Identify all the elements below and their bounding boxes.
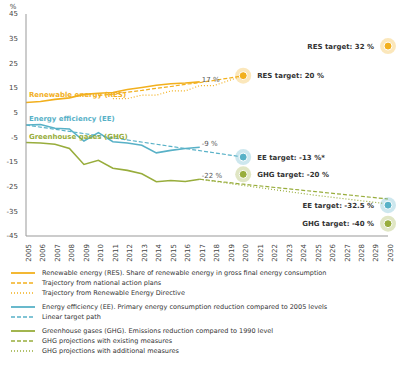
html-text:Trajectory from Renewable Ener: Trajectory from Renewable Energy Directi… [42, 289, 185, 297]
svg-text:2023: 2023 [286, 244, 294, 262]
svg-text:2012: 2012 [126, 244, 134, 262]
svg-text:2026: 2026 [329, 243, 337, 261]
svg-text:-25: -25 [8, 183, 18, 191]
svg-text:Greenhouse gases (GHG): Greenhouse gases (GHG) [29, 133, 128, 141]
svg-text:2020: 2020 [242, 244, 250, 262]
svg-text:-22 %: -22 % [202, 172, 223, 180]
svg-text:2017: 2017 [199, 244, 207, 262]
svg-text:35: 35 [9, 35, 18, 43]
svg-text:2005: 2005 [25, 244, 33, 262]
svg-text:2028: 2028 [358, 244, 366, 262]
svg-text:2015: 2015 [170, 244, 178, 262]
svg-text:2024: 2024 [300, 243, 308, 261]
svg-text:2018: 2018 [213, 244, 221, 262]
svg-text:2021: 2021 [257, 244, 265, 262]
svg-text:-5: -5 [11, 134, 18, 142]
svg-text:17 %: 17 % [202, 76, 220, 84]
svg-text:Energy efficiency (EE): Energy efficiency (EE) [29, 115, 115, 123]
html-text:Renewable energy (RES). Share: Renewable energy (RES). Share of renewab… [42, 269, 327, 277]
html-text:Linear target path: Linear target path [42, 313, 101, 321]
svg-text:GHG target: -20 %: GHG target: -20 % [257, 171, 329, 179]
svg-text:2030: 2030 [387, 244, 392, 262]
svg-text:2019: 2019 [228, 244, 236, 262]
svg-text:-45: -45 [8, 232, 18, 240]
svg-text:2014: 2014 [155, 243, 163, 261]
svg-text:15: 15 [9, 84, 18, 92]
html-text:GHG projections with existing: GHG projections with existing measures [42, 337, 173, 345]
svg-text:RES target: 20 %: RES target: 20 % [257, 72, 324, 80]
svg-text:2022: 2022 [271, 244, 279, 262]
svg-text:EE target: -13 %*: EE target: -13 %* [257, 154, 325, 162]
svg-text:2016: 2016 [184, 243, 192, 261]
svg-text:2009: 2009 [83, 244, 91, 262]
svg-text:5: 5 [14, 109, 18, 117]
svg-text:-9 %: -9 % [202, 140, 218, 148]
html-text:Energy efficiency (EE). Primar: Energy efficiency (EE). Primary energy c… [42, 303, 328, 311]
svg-text:2006: 2006 [39, 243, 47, 261]
svg-text:GHG target: -40 %: GHG target: -40 % [302, 220, 374, 228]
html-text:Trajectory from national actio: Trajectory from national action plans [42, 279, 162, 287]
svg-text:2008: 2008 [68, 244, 76, 262]
svg-text:2011: 2011 [112, 244, 120, 262]
svg-text:25: 25 [9, 60, 18, 68]
svg-text:2029: 2029 [372, 244, 380, 262]
svg-text:-35: -35 [8, 208, 18, 216]
svg-text:2007: 2007 [54, 244, 62, 262]
svg-text:Renewable energy (RES): Renewable energy (RES) [29, 91, 126, 99]
svg-text:2027: 2027 [344, 244, 352, 262]
svg-text:EE target: -32.5 %: EE target: -32.5 % [303, 202, 375, 210]
html-text:Greenhouse gases (GHG). Emissi: Greenhouse gases (GHG). Emissions reduct… [42, 327, 274, 335]
svg-text:45: 45 [9, 10, 18, 18]
svg-text:2010: 2010 [97, 244, 105, 262]
svg-text:2025: 2025 [315, 244, 323, 262]
svg-text:%: % [10, 3, 17, 11]
html-text:GHG projections with additiona: GHG projections with additional measures [42, 347, 179, 355]
svg-text:-15: -15 [8, 158, 18, 166]
svg-text:RES target: 32 %: RES target: 32 % [307, 43, 374, 51]
svg-text:2013: 2013 [141, 244, 149, 262]
